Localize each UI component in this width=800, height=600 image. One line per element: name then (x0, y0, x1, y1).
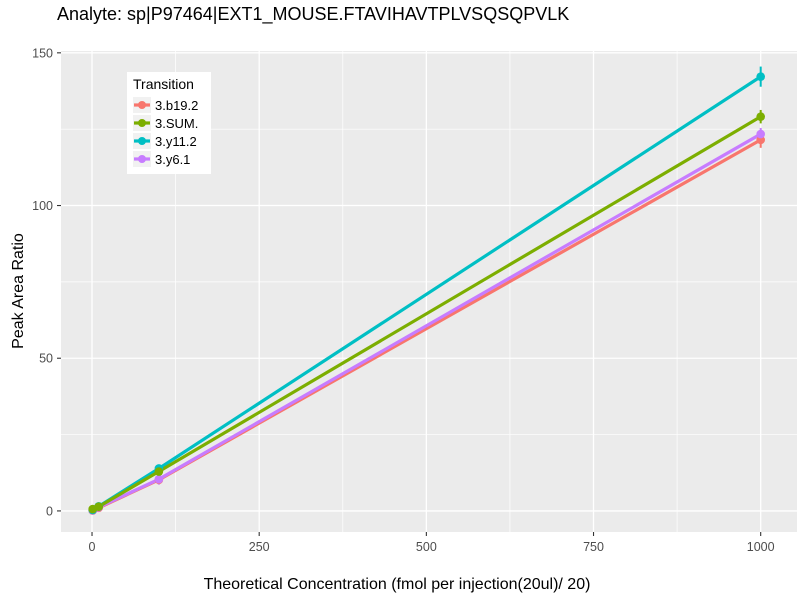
legend-key-icon (133, 151, 151, 167)
legend-item: 3.b19.2 (133, 96, 211, 114)
legend-key-icon (133, 133, 151, 149)
legend-box: Transition 3.b19.2 3.SUM. 3.y11.2 3.y6.1 (127, 72, 211, 174)
x-tick-label: 750 (583, 540, 604, 554)
series-point-3.y6.1 (154, 474, 164, 484)
legend-item-label: 3.y6.1 (155, 151, 191, 167)
legend-key-icon (133, 97, 151, 113)
legend-title: Transition (133, 76, 194, 92)
x-tick-label: 500 (416, 540, 437, 554)
series-point-3.y11.2 (756, 72, 765, 81)
legend-key-icon (133, 115, 151, 131)
y-axis-title: Peak Area Ratio (10, 233, 27, 349)
legend-item-label: 3.b19.2 (155, 97, 199, 113)
x-tick-label: 1000 (747, 540, 775, 554)
y-tick-label: 100 (32, 199, 53, 213)
series-point-3.y6.1 (756, 129, 765, 139)
y-tick-label: 0 (46, 504, 53, 518)
legend-item: 3.y6.1 (133, 150, 211, 168)
series-point-3.SUM. (756, 112, 765, 121)
plot-title: Analyte: sp|P97464|EXT1_MOUSE.FTAVIHAVTP… (57, 4, 570, 24)
x-axis-title: Theoretical Concentration (fmol per inje… (203, 576, 591, 593)
legend-item-label: 3.y11.2 (155, 133, 197, 149)
legend-item: 3.SUM. (133, 114, 211, 132)
x-tick-label: 250 (249, 540, 270, 554)
legend-item-label: 3.SUM. (155, 115, 199, 131)
legend-item: 3.y11.2 (133, 132, 211, 150)
y-tick-label: 150 (32, 46, 53, 60)
series-point-3.SUM. (154, 467, 164, 476)
x-tick-label: 0 (89, 540, 96, 554)
y-tick-label: 50 (39, 352, 53, 366)
series-point-3.SUM. (94, 502, 104, 511)
legend-items: 3.b19.2 3.SUM. 3.y11.2 3.y6.1 (133, 96, 211, 168)
